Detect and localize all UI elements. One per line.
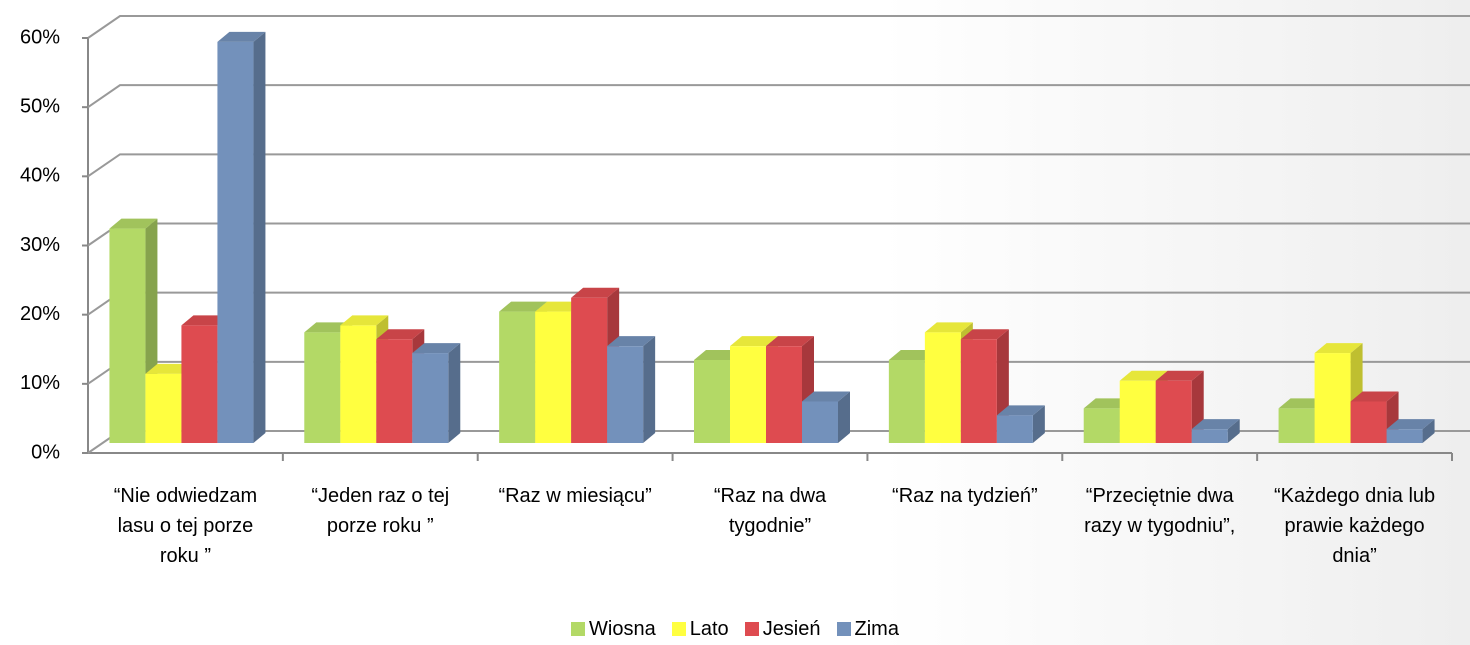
chart: 0% 10% 20% 30% 40% 50% 60% Wiosna Lato Jesień Zim… [0, 0, 1470, 645]
bar-front [1315, 353, 1351, 443]
grid-line [88, 293, 1470, 315]
x-tick-label: “Przeciętnie dwa razy w tygodniu”, [1070, 481, 1250, 541]
bar-front [1192, 429, 1228, 443]
legend-label: Zima [855, 618, 899, 640]
legend-swatch [745, 622, 759, 636]
bar-front [340, 325, 376, 443]
bar-front [1120, 381, 1156, 443]
legend-swatch [571, 622, 585, 636]
y-tick-label: 40% [20, 165, 60, 187]
bar-front [181, 325, 217, 443]
bar [607, 336, 655, 443]
x-tick-label: “Każdego dnia lub prawie każdego dnia” [1265, 481, 1445, 571]
grid-line [88, 16, 1470, 38]
legend-swatch [837, 622, 851, 636]
bar-front [571, 298, 607, 443]
y-tick-label: 30% [20, 234, 60, 256]
grid-line [88, 85, 1470, 107]
legend-item: Zima [837, 618, 899, 641]
grid-line [88, 154, 1470, 176]
bar-front [889, 360, 925, 443]
bar-front [1156, 381, 1192, 443]
x-tick-label: “Raz na tydzień” [875, 481, 1055, 511]
bar-side [643, 336, 655, 443]
bar-front [145, 374, 181, 443]
bar-front [304, 332, 340, 443]
bar-front [1279, 408, 1315, 443]
bar-side [253, 32, 265, 443]
legend-swatch [672, 622, 686, 636]
y-tick-label: 60% [20, 26, 60, 48]
x-tick-label: “Raz w miesiącu” [485, 481, 665, 511]
y-tick-label: 50% [20, 95, 60, 117]
bar-front [694, 360, 730, 443]
bar-front [217, 42, 253, 443]
bar-front [961, 339, 997, 443]
y-tick-label: 20% [20, 303, 60, 325]
bar [412, 343, 460, 443]
bar-front [499, 312, 535, 443]
bar-front [109, 229, 145, 443]
bar [997, 405, 1045, 443]
legend-item: Wiosna [571, 618, 656, 641]
bar-front [997, 415, 1033, 443]
bar-front [535, 312, 571, 443]
bar [802, 392, 850, 444]
legend-label: Jesień [763, 618, 821, 640]
bar-front [412, 353, 448, 443]
legend-label: Wiosna [589, 618, 656, 640]
legend-item: Lato [672, 618, 729, 641]
bar-front [1351, 402, 1387, 444]
legend-item: Jesień [745, 618, 821, 641]
bar-side [448, 343, 460, 443]
bar-front [1084, 408, 1120, 443]
x-tick-label: “Jeden raz o tej porze roku ” [290, 481, 470, 541]
x-tick-label: “Raz na dwa tygodnie” [680, 481, 860, 541]
legend-label: Lato [690, 618, 729, 640]
bar-front [1387, 429, 1423, 443]
bar-front [766, 346, 802, 443]
bar-front [607, 346, 643, 443]
grid-line [88, 224, 1470, 246]
x-tick-label: “Nie odwiedzam lasu o tej porze roku ” [95, 481, 275, 571]
y-tick-label: 0% [31, 441, 60, 463]
bar-front [925, 332, 961, 443]
legend: Wiosna Lato Jesień Zima [0, 618, 1470, 641]
bar-front [730, 346, 766, 443]
bar-front [376, 339, 412, 443]
bar-front [802, 402, 838, 444]
bar [217, 32, 265, 443]
y-tick-label: 10% [20, 372, 60, 394]
